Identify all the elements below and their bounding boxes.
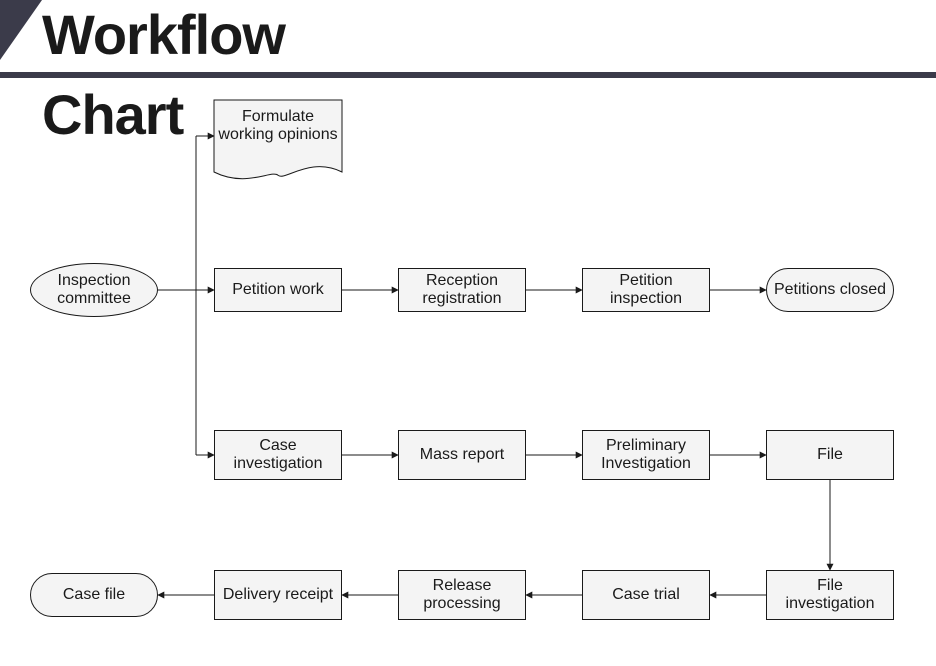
node-case_trial: Case trial [582, 570, 710, 620]
node-petition_work: Petition work [214, 268, 342, 312]
flowchart-edges [0, 0, 936, 666]
node-reception: Reception registration [398, 268, 526, 312]
node-inspection: Inspection committee [30, 263, 158, 317]
node-case_file: Case file [30, 573, 158, 617]
node-case_inv: Case investigation [214, 430, 342, 480]
node-file: File [766, 430, 894, 480]
node-mass_report: Mass report [398, 430, 526, 480]
node-delivery: Delivery receipt [214, 570, 342, 620]
node-file_inv: File investigation [766, 570, 894, 620]
node-label-formulate: Formulate working opinions [214, 100, 342, 172]
node-petitions_closed: Petitions closed [766, 268, 894, 312]
node-release: Release processing [398, 570, 526, 620]
node-prelim_inv: Preliminary Investigation [582, 430, 710, 480]
node-petition_insp: Petition inspection [582, 268, 710, 312]
workflow-chart-canvas: Workflow Chart Inspection committeeFormu… [0, 0, 936, 666]
